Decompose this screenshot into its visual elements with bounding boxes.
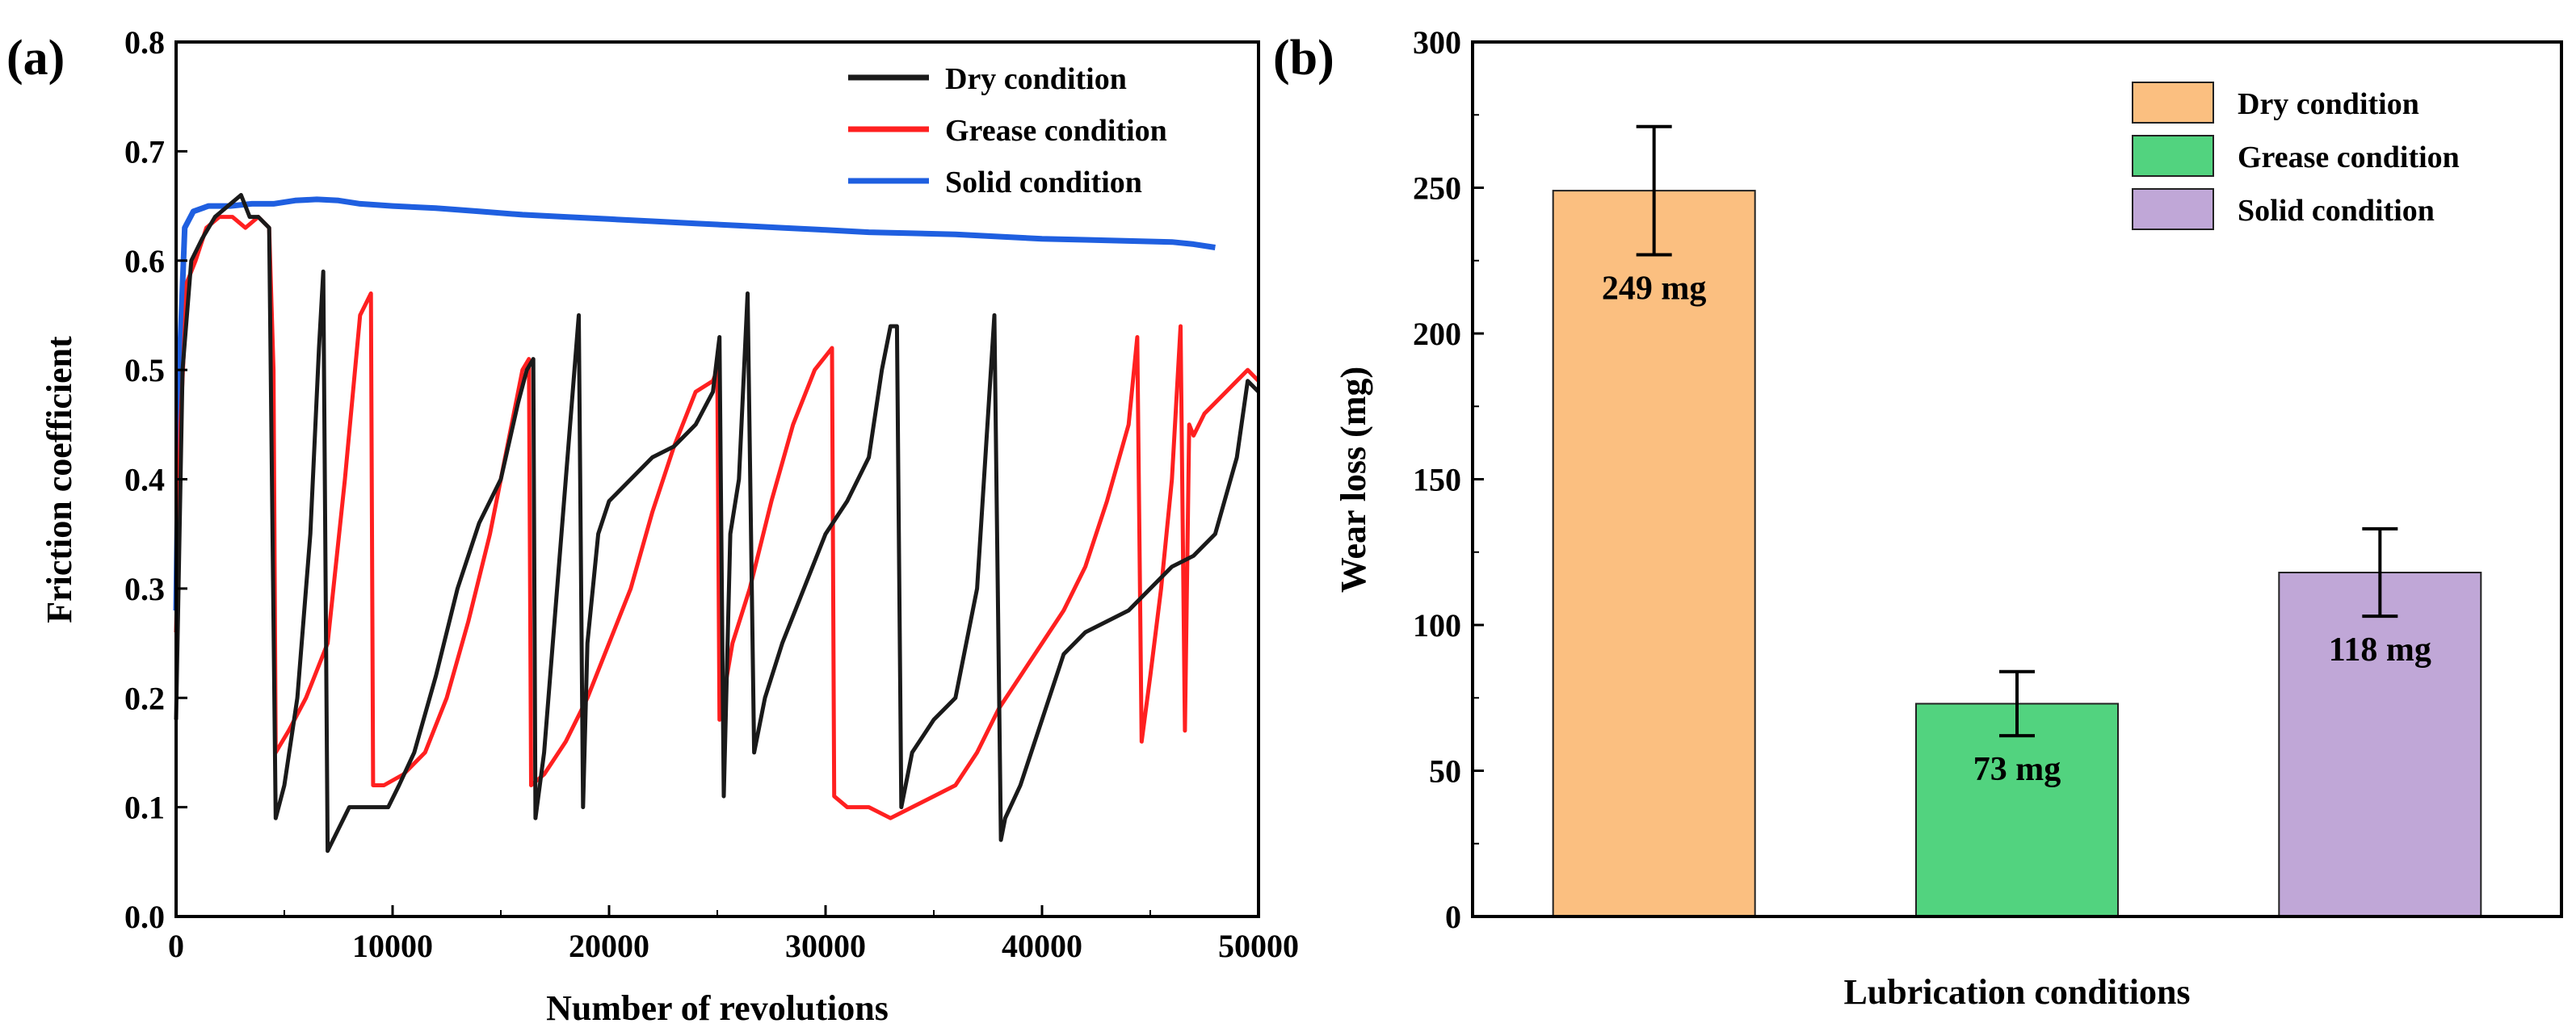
- panel-b-legend: Dry condition Grease condition Solid con…: [2132, 82, 2460, 230]
- series-line-dry: [174, 193, 1260, 854]
- x-tick-label: 30000: [785, 928, 866, 964]
- legend-label-grease: Grease condition: [2238, 141, 2460, 174]
- data-label-solid: 118 mg: [2329, 631, 2431, 669]
- panel-b-bars: 249 mg 73 mg 118 mg: [1552, 124, 2482, 918]
- panel-a-y-ticks: 0.0 0.1 0.2 0.3 0.4 0.5 0.6 0.7 0.8: [124, 24, 187, 935]
- y-tick-label: 150: [1413, 462, 1461, 498]
- panel-a-legend: Dry condition Grease condition Solid con…: [848, 62, 1167, 199]
- series-line-solid: [173, 196, 1216, 611]
- y-tick-label: 0.1: [124, 790, 165, 826]
- legend-label-grease: Grease condition: [945, 114, 1167, 148]
- y-tick-label: 0.4: [124, 462, 165, 498]
- y-tick-label: 100: [1413, 607, 1461, 644]
- data-label-grease: 73 mg: [1973, 751, 2061, 788]
- y-tick-label: 250: [1413, 170, 1461, 207]
- legend-swatch-grease: [2132, 135, 2214, 177]
- y-tick-label: 0: [1445, 899, 1461, 935]
- bar-grease: [1915, 703, 2119, 917]
- panel-b-y-axis-label: Wear loss (mg): [1334, 367, 1373, 593]
- panel-a-series-lines: [173, 193, 1260, 854]
- legend-label-solid: Solid condition: [2238, 194, 2435, 228]
- y-tick-label: 0.6: [124, 243, 165, 279]
- series-line-grease: [174, 215, 1260, 820]
- data-label-dry: 249 mg: [1602, 271, 1707, 308]
- y-tick-label: 0.8: [124, 24, 165, 61]
- panel-b-label: (b): [1273, 31, 1334, 86]
- y-tick-label: 0.2: [124, 680, 165, 716]
- x-tick-label: 20000: [569, 928, 649, 964]
- y-tick-label: 50: [1429, 753, 1461, 790]
- x-tick-label: 10000: [352, 928, 433, 964]
- y-tick-label: 0.0: [124, 899, 165, 935]
- y-tick-label: 200: [1413, 316, 1461, 352]
- bar-dry: [1552, 190, 1756, 918]
- y-tick-label: 0.3: [124, 571, 165, 607]
- legend-swatch-dry: [2132, 82, 2214, 124]
- panel-a-x-axis-label: Number of revolutions: [546, 988, 889, 1028]
- panel-b-x-axis-label: Lubrication conditions: [1843, 972, 2190, 1012]
- legend-swatch-solid: [2132, 188, 2214, 230]
- panel-a-label: (a): [6, 31, 65, 86]
- y-tick-label: 300: [1413, 24, 1461, 61]
- x-tick-label: 40000: [1002, 928, 1082, 964]
- x-tick-label: 0: [168, 928, 184, 964]
- legend-label-dry: Dry condition: [945, 62, 1127, 96]
- legend-label-dry: Dry condition: [2238, 87, 2419, 121]
- y-tick-label: 0.5: [124, 352, 165, 388]
- y-tick-label: 0.7: [124, 133, 165, 170]
- x-tick-label: 50000: [1218, 928, 1299, 964]
- panel-a-line-chart: (a) 0 10000 20000 30000 40000 50000 0.0 0.1 0.2…: [6, 24, 1299, 1028]
- panel-b-y-ticks: 0 50 100 150 200 250 300: [1413, 24, 1484, 935]
- bar-solid: [2278, 572, 2482, 918]
- legend-label-solid: Solid condition: [945, 166, 1142, 199]
- panel-a-x-ticks: 0 10000 20000 30000 40000 50000: [168, 905, 1299, 964]
- panel-a-y-axis-label: Friction coefficient: [40, 336, 79, 623]
- panel-b-bar-chart: (b) 249 mg 73 mg 118 mg 0 50 100 150 200 250 300…: [1273, 24, 2563, 1012]
